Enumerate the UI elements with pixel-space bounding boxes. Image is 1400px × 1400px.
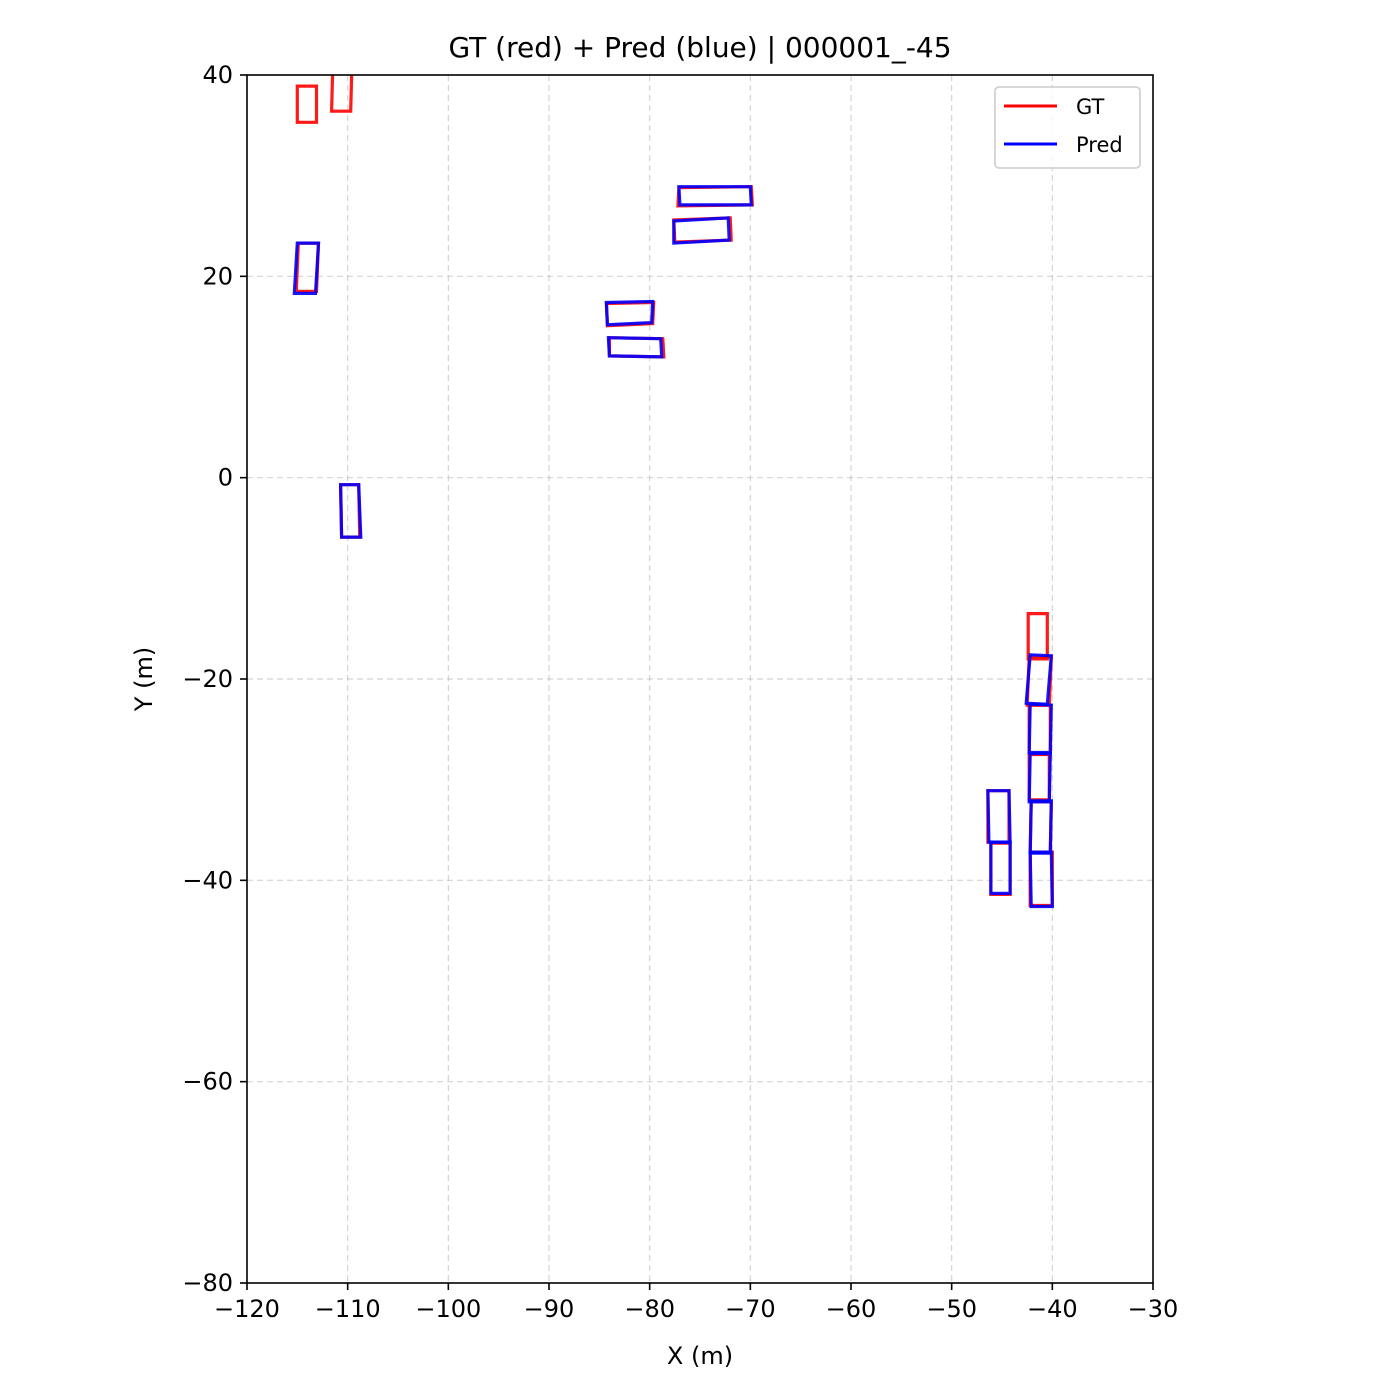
pred-box: [604, 299, 655, 327]
y-ticks: −80 −60 −40 −20 0 20 40: [182, 61, 247, 1297]
legend: GT Pred: [994, 86, 1141, 169]
chart-title: GT (red) + Pred (blue) | 000001_-45: [448, 31, 951, 64]
grid: [247, 75, 1153, 1283]
x-tick-label: −120: [214, 1295, 280, 1323]
boxes: [292, 75, 1054, 909]
x-tick-label: −100: [415, 1295, 481, 1323]
pred-box: [677, 185, 753, 207]
x-tick-label: −50: [926, 1295, 977, 1323]
x-tick-label: −60: [826, 1295, 877, 1323]
x-tick-label: −70: [725, 1295, 776, 1323]
x-axis-label: X (m): [667, 1342, 733, 1370]
pred-box: [672, 216, 731, 245]
x-tick-label: −40: [1027, 1295, 1078, 1323]
gt-box: [1026, 611, 1049, 661]
pred-box: [292, 241, 321, 295]
pred-box: [989, 840, 1012, 896]
x-ticks: −120 −110 −100 −90 −80 −70 −60 −50 −40 −30: [214, 1283, 1178, 1323]
y-axis-label: Y (m): [130, 647, 158, 712]
y-tick-label: −40: [182, 866, 233, 894]
legend-label-gt: GT: [1076, 95, 1105, 119]
gt-box: [329, 75, 354, 113]
x-tick-label: −90: [524, 1295, 575, 1323]
y-tick-label: 20: [202, 262, 233, 290]
legend-label-pred: Pred: [1076, 133, 1123, 157]
pred-box: [338, 483, 363, 539]
y-tick-label: −80: [182, 1269, 233, 1297]
x-tick-label: −80: [624, 1295, 675, 1323]
x-tick-label: −30: [1128, 1295, 1179, 1323]
y-tick-label: 40: [202, 61, 233, 89]
pred-box: [606, 336, 664, 359]
x-tick-label: −110: [315, 1295, 381, 1323]
y-tick-label: −60: [182, 1068, 233, 1096]
pred-box: [1028, 850, 1054, 909]
y-tick-label: 0: [218, 464, 233, 492]
y-tick-label: −20: [182, 665, 233, 693]
gt-box: [295, 84, 319, 124]
